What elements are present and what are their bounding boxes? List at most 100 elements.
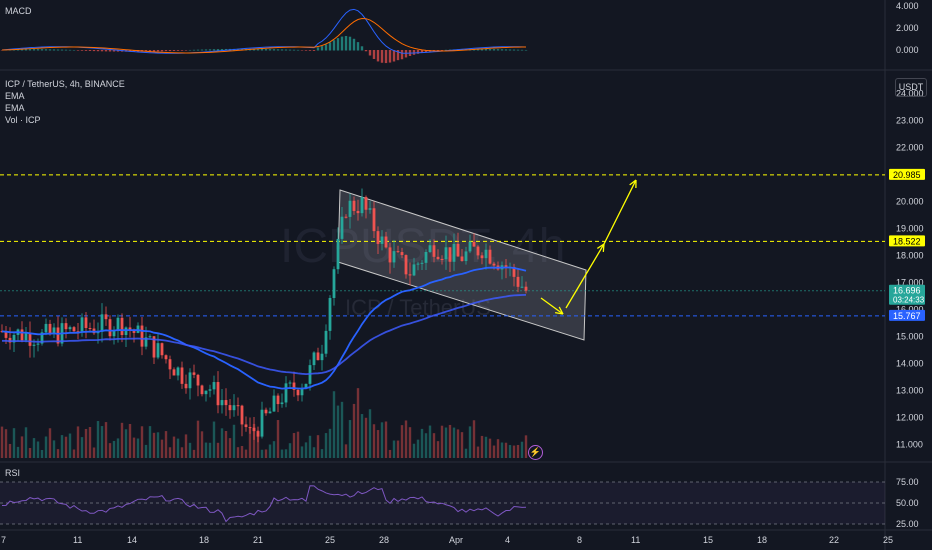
macd-histogram (520, 49, 524, 51)
volume-bar (484, 436, 488, 458)
candle-body (156, 343, 160, 358)
volume-bar (476, 446, 480, 458)
candle-body (48, 323, 52, 334)
volume-bar (416, 439, 420, 458)
candle-body (432, 245, 436, 257)
candle-body (440, 259, 444, 261)
volume-bar (272, 441, 276, 458)
candle-body (24, 332, 28, 341)
volume-bar (180, 447, 184, 458)
candle-body (20, 329, 24, 341)
volume-bar (356, 388, 360, 458)
candle-body (392, 251, 396, 263)
volume-bar (304, 442, 308, 458)
macd-histogram (148, 50, 152, 52)
macd-histogram (36, 49, 40, 51)
macd-histogram (280, 49, 284, 51)
volume-bar (132, 437, 136, 458)
candle-body (164, 355, 168, 360)
macd-histogram (52, 49, 56, 51)
candle-body (268, 411, 272, 414)
volume-bar (224, 430, 228, 458)
volume-bar (384, 421, 388, 458)
macd-histogram (100, 50, 104, 52)
candle-body (244, 424, 248, 428)
macd-histogram (168, 50, 172, 52)
candle-body (256, 431, 260, 437)
price-label-text: 15.767 (893, 311, 921, 321)
candle-body (520, 286, 524, 288)
volume-bar (388, 449, 392, 458)
candle-body (84, 317, 88, 328)
projection-arrowhead (555, 311, 564, 315)
macd-histogram (156, 50, 160, 52)
volume-bar (448, 424, 452, 458)
candle-body (472, 241, 476, 247)
candle-body (272, 395, 276, 412)
macd-histogram (216, 49, 220, 51)
macd-histogram (0, 50, 4, 51)
rsi-tick: 50.00 (896, 498, 919, 508)
candle-body (296, 389, 300, 396)
volume-bar (172, 436, 176, 458)
macd-histogram (260, 48, 264, 51)
macd-histogram (424, 50, 428, 53)
volume-bar (80, 437, 84, 458)
candle-body (4, 331, 8, 338)
candle-body (324, 330, 328, 354)
volume-bar (368, 409, 372, 458)
lightning-icon[interactable]: ⚡ (528, 445, 543, 460)
volume-bar (148, 426, 152, 458)
candle-body (132, 330, 136, 333)
x-tick: 7 (1, 535, 6, 545)
candle-body (328, 297, 332, 331)
candle-body (356, 210, 360, 214)
candle-body (384, 236, 388, 248)
macd-histogram (176, 50, 180, 51)
candle-body (288, 382, 292, 384)
volume-bar (84, 428, 88, 458)
macd-tick: 2.000 (896, 23, 919, 33)
volume-bar (288, 443, 292, 458)
price-label-text: 20.985 (893, 170, 921, 180)
macd-histogram (56, 49, 60, 51)
volume-bar (196, 420, 200, 458)
volume-bar (140, 426, 144, 458)
macd-histogram (72, 49, 76, 51)
macd-histogram (292, 49, 296, 51)
volume-bar (424, 433, 428, 458)
currency-button[interactable]: USDT (895, 78, 927, 97)
volume-bar (20, 436, 24, 458)
candle-body (168, 359, 172, 370)
volume-bar (488, 438, 492, 458)
macd-histogram (60, 49, 64, 51)
volume-bar (212, 421, 216, 458)
macd-histogram (420, 50, 424, 53)
candle-body (116, 317, 120, 332)
volume-bar (352, 403, 356, 458)
projection-arrowhead (558, 306, 564, 315)
volume-bar (380, 422, 384, 458)
candle-body (408, 274, 412, 276)
countdown-text: 03:24:33 (893, 296, 925, 305)
macd-histogram (256, 48, 260, 51)
volume-bar (8, 443, 12, 458)
macd-histogram (164, 50, 168, 52)
price-label (889, 235, 925, 247)
volume-bar (0, 426, 4, 458)
candle-body (124, 327, 128, 336)
symbol-title: ICP / TetherUS, 4h, BINANCE (5, 79, 125, 89)
candle-body (208, 389, 212, 391)
volume-bar (312, 447, 316, 458)
macd-histogram (88, 50, 92, 51)
volume-bar (524, 435, 528, 458)
volume-bar (16, 446, 20, 458)
volume-bar (332, 391, 336, 458)
volume-bar (400, 425, 404, 458)
volume-bar (36, 441, 40, 458)
volume-bar (328, 428, 332, 458)
macd-histogram (92, 50, 96, 52)
x-tick: 4 (505, 535, 510, 545)
